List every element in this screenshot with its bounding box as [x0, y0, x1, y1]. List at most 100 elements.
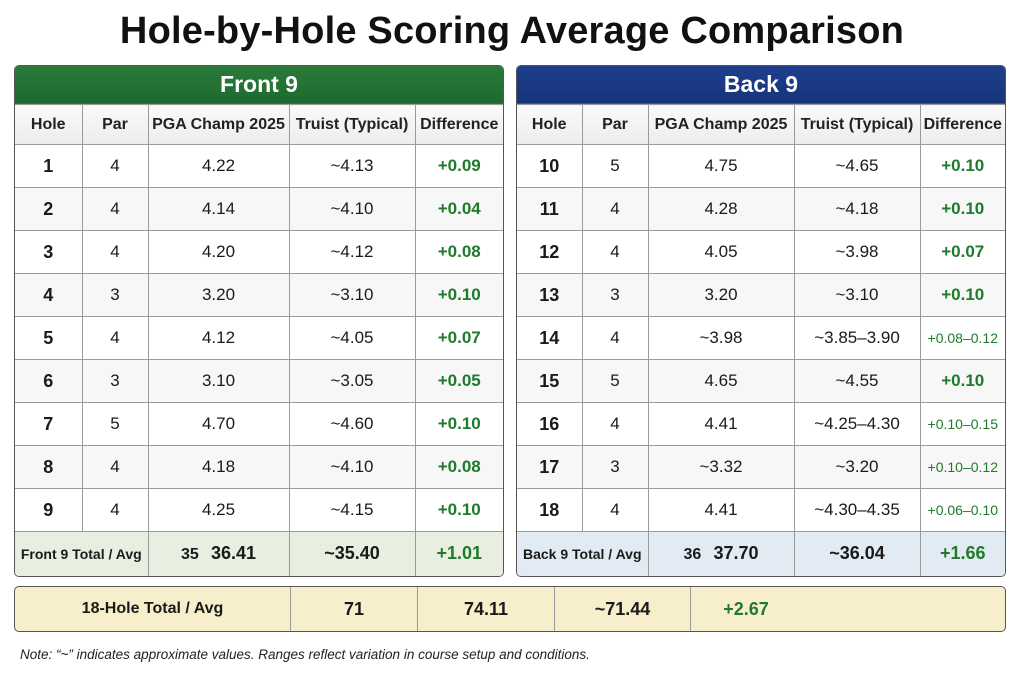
- difference-value: +0.09: [414, 144, 503, 188]
- col-difference: Difference: [919, 104, 1005, 145]
- hole-number: 5: [15, 316, 83, 360]
- table-row: 13 3 3.20 ~3.10 +0.10: [517, 273, 1005, 317]
- hole-number: 2: [15, 187, 83, 231]
- total-pga-cell: 35 36.41: [147, 531, 290, 576]
- truist-average: ~4.10: [288, 445, 416, 489]
- back-nine-header: Back 9: [517, 66, 1005, 104]
- par-value: 4: [81, 488, 149, 532]
- par-value: 3: [581, 445, 649, 489]
- table-row: 16 4 4.41 ~4.25–4.30 +0.10–0.15: [517, 402, 1005, 446]
- pga-average: 4.28: [647, 187, 795, 231]
- header-row: Hole Par PGA Champ 2025 Truist (Typical)…: [15, 104, 503, 145]
- table-row: 17 3 ~3.32 ~3.20 +0.10–0.12: [517, 445, 1005, 489]
- pga-average: 3.20: [147, 273, 290, 317]
- difference-value: +0.08–0.12: [919, 316, 1005, 360]
- pga-average: 4.41: [647, 488, 795, 532]
- pga-average: 4.14: [147, 187, 290, 231]
- truist-average: ~4.55: [793, 359, 921, 403]
- pga-average: 4.41: [647, 402, 795, 446]
- par-value: 5: [581, 359, 649, 403]
- hole-number: 1: [15, 144, 83, 188]
- truist-average: ~3.85–3.90: [793, 316, 921, 360]
- table-row: 14 4 ~3.98 ~3.85–3.90 +0.08–0.12: [517, 316, 1005, 360]
- col-hole: Hole: [15, 104, 83, 145]
- difference-value: +0.10: [919, 273, 1005, 317]
- truist-average: ~4.13: [288, 144, 416, 188]
- truist-average: ~4.30–4.35: [793, 488, 921, 532]
- truist-average: ~3.05: [288, 359, 416, 403]
- truist-average: ~4.15: [288, 488, 416, 532]
- difference-value: +0.10: [919, 144, 1005, 188]
- grand-total-par: 71: [343, 599, 365, 619]
- hole-number: 6: [15, 359, 83, 403]
- grand-total-pga: 74.11: [463, 599, 509, 619]
- difference-value: +0.08: [414, 445, 503, 489]
- truist-average: ~4.60: [288, 402, 416, 446]
- truist-average: ~4.10: [288, 187, 416, 231]
- table-row: 15 5 4.65 ~4.55 +0.10: [517, 359, 1005, 403]
- pga-average: ~3.98: [647, 316, 795, 360]
- difference-value: +0.10: [414, 402, 503, 446]
- pga-average: 4.18: [147, 445, 290, 489]
- table-row: 1 4 4.22 ~4.13 +0.09: [15, 144, 503, 188]
- table-row: 11 4 4.28 ~4.18 +0.10: [517, 187, 1005, 231]
- par-value: 4: [81, 144, 149, 188]
- par-value: 5: [81, 402, 149, 446]
- difference-value: +0.10: [414, 273, 503, 317]
- hole-number: 18: [517, 488, 583, 532]
- col-truist: Truist (Typical): [288, 104, 416, 145]
- pga-average: 4.25: [147, 488, 290, 532]
- divider: [554, 587, 555, 631]
- difference-value: +0.06–0.10: [919, 488, 1005, 532]
- truist-average: ~4.65: [793, 144, 921, 188]
- par-value: 4: [581, 488, 649, 532]
- hole-number: 16: [517, 402, 583, 446]
- hole-number: 10: [517, 144, 583, 188]
- col-pga: PGA Champ 2025: [647, 104, 795, 145]
- pga-average: 4.22: [147, 144, 290, 188]
- col-pga: PGA Champ 2025: [147, 104, 290, 145]
- hole-number: 17: [517, 445, 583, 489]
- col-par: Par: [81, 104, 149, 145]
- table-row: 10 5 4.75 ~4.65 +0.10: [517, 144, 1005, 188]
- pga-average: 3.10: [147, 359, 290, 403]
- table-row: 12 4 4.05 ~3.98 +0.07: [517, 230, 1005, 274]
- divider: [417, 587, 418, 631]
- table-row: 8 4 4.18 ~4.10 +0.08: [15, 445, 503, 489]
- col-par: Par: [581, 104, 649, 145]
- par-value: 4: [81, 445, 149, 489]
- table-row: 3 4 4.20 ~4.12 +0.08: [15, 230, 503, 274]
- hole-number: 9: [15, 488, 83, 532]
- difference-value: +0.10–0.15: [919, 402, 1005, 446]
- difference-value: +0.04: [414, 187, 503, 231]
- col-truist: Truist (Typical): [793, 104, 921, 145]
- hole-number: 14: [517, 316, 583, 360]
- par-value: 4: [581, 316, 649, 360]
- table-row: 9 4 4.25 ~4.15 +0.10: [15, 488, 503, 532]
- total-truist: ~36.04: [793, 531, 921, 576]
- back-nine-total-row: Back 9 Total / Avg 36 37.70 ~36.04 +1.66: [517, 531, 1005, 576]
- pga-average: ~3.32: [647, 445, 795, 489]
- grand-total-difference: +2.67: [723, 599, 769, 619]
- front-nine-total-row: Front 9 Total / Avg 35 36.41 ~35.40 +1.01: [15, 531, 503, 576]
- table-row: 2 4 4.14 ~4.10 +0.04: [15, 187, 503, 231]
- back-nine-table: Hole Par PGA Champ 2025 Truist (Typical)…: [517, 104, 1005, 576]
- pga-average: 4.20: [147, 230, 290, 274]
- grand-total-truist: ~71.44: [594, 599, 651, 619]
- front-nine-panel: Front 9 Hole Par PGA Champ 2025 Truist (…: [14, 65, 504, 577]
- par-value: 3: [81, 273, 149, 317]
- total-label: Back 9 Total / Avg: [517, 531, 649, 576]
- back-nine-panel: Back 9 Hole Par PGA Champ 2025 Truist (T…: [516, 65, 1006, 577]
- total-pga-cell: 36 37.70: [647, 531, 795, 576]
- grand-total-label: 18-Hole Total / Avg: [81, 600, 224, 617]
- pga-average: 4.65: [647, 359, 795, 403]
- par-value: 3: [81, 359, 149, 403]
- truist-average: ~4.18: [793, 187, 921, 231]
- par-value: 4: [581, 187, 649, 231]
- hole-number: 15: [517, 359, 583, 403]
- table-row: 18 4 4.41 ~4.30–4.35 +0.06–0.10: [517, 488, 1005, 532]
- difference-value: +0.08: [414, 230, 503, 274]
- par-value: 4: [81, 316, 149, 360]
- divider: [290, 587, 291, 631]
- table-row: 4 3 3.20 ~3.10 +0.10: [15, 273, 503, 317]
